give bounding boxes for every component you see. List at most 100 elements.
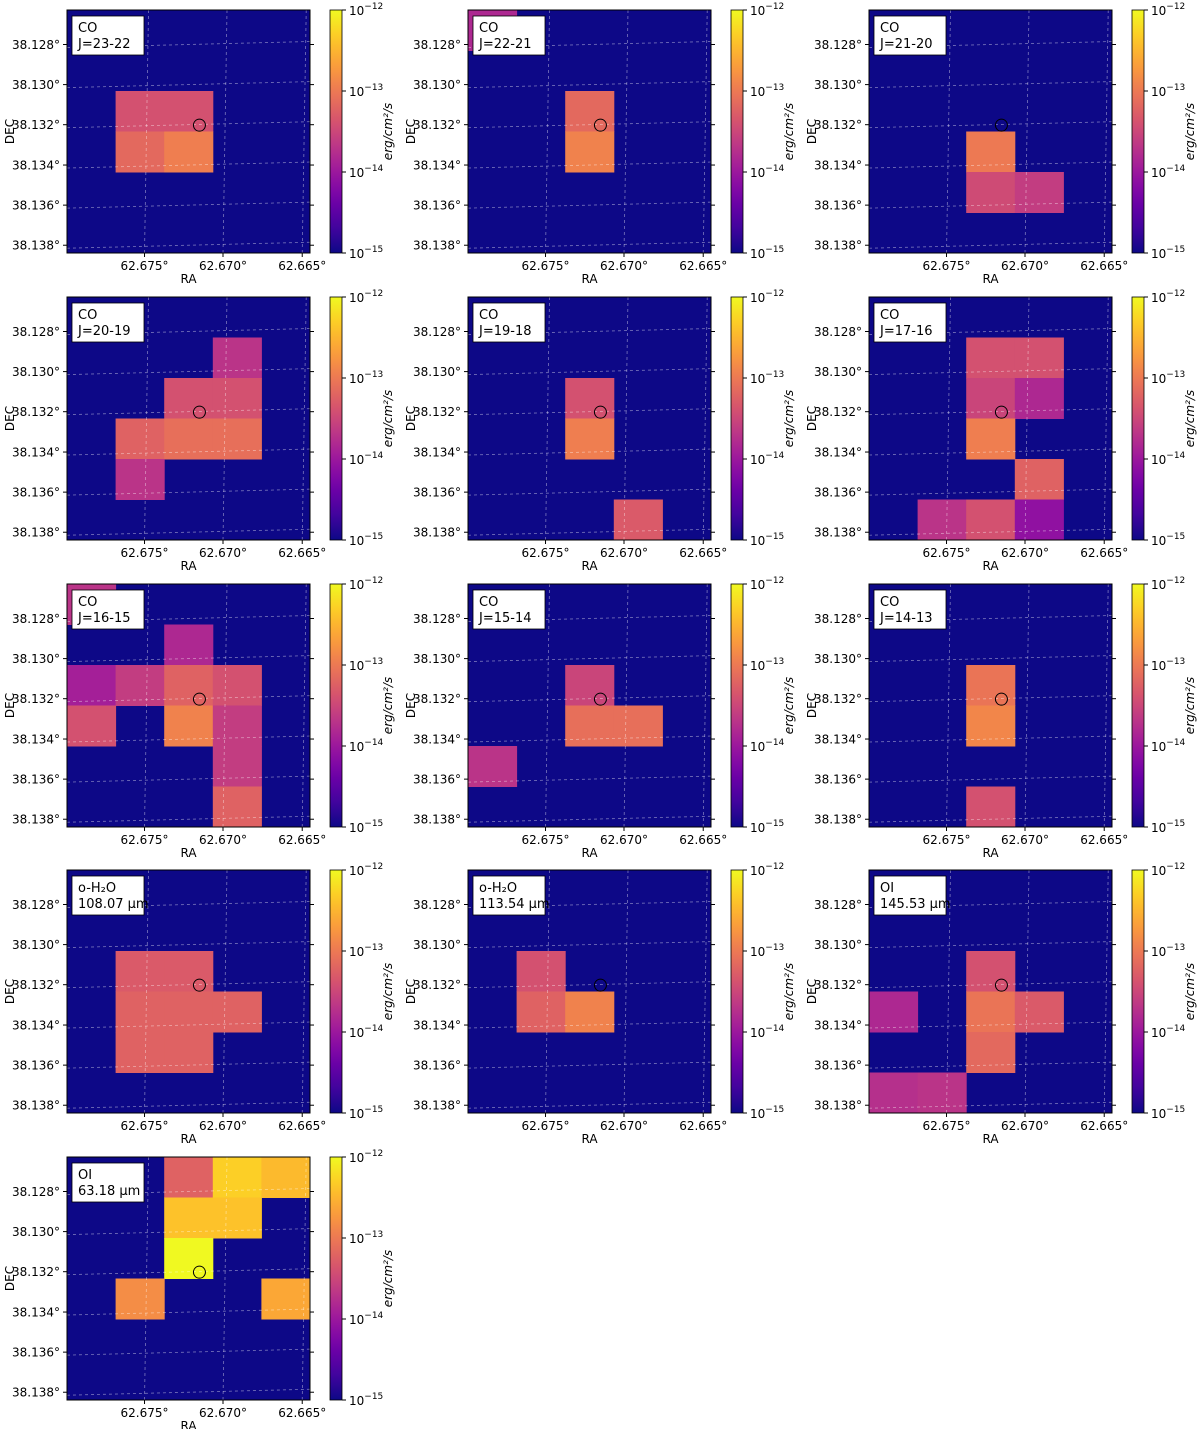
y-tick-label: 38.128°	[413, 898, 461, 912]
heatmap-cell	[869, 991, 919, 1033]
heatmap-cell	[212, 378, 262, 419]
panel-co-21-20: COJ=21-20 38.128° 38.130° 38.132° 38.134° 38.…	[805, 2, 1197, 286]
heatmap-cell	[164, 665, 214, 706]
colorbar-gradient	[730, 583, 744, 828]
x-tick-label: 62.665°	[278, 1406, 326, 1420]
x-tick-label: 62.670°	[1001, 259, 1049, 273]
plot-frame	[66, 869, 311, 1114]
x-tick-label: 62.670°	[1001, 546, 1049, 560]
heatmap-cells	[115, 91, 214, 173]
heatmap-cell	[966, 786, 1016, 827]
colorbar-tick-base: 10	[750, 4, 765, 18]
y-tick-label: 38.138°	[814, 239, 862, 253]
plot-frame	[467, 9, 712, 254]
heatmap-cell	[966, 1032, 1016, 1073]
x-axis-label: RA	[581, 559, 598, 573]
y-axis-label: DEC	[805, 693, 819, 718]
target-marker	[192, 692, 206, 706]
x-axis-label: RA	[180, 272, 197, 286]
x-tick-label: 62.670°	[199, 1119, 247, 1133]
heatmap-cells	[966, 665, 1016, 827]
y-tick-label: 38.136°	[12, 1346, 60, 1360]
colorbar-tick-exp: −12	[364, 2, 383, 12]
y-tick-label: 38.132°	[12, 405, 60, 419]
colorbar-tick-label: 10−14	[750, 1024, 785, 1040]
x-tick-label: 62.670°	[1001, 1119, 1049, 1133]
colorbar-tick-base: 10	[1151, 4, 1166, 18]
heatmap-cells	[115, 337, 262, 500]
x-tick-label: 62.665°	[679, 1119, 727, 1133]
colorbar-tick-base: 10	[1151, 166, 1166, 180]
plot-frame	[868, 869, 1113, 1114]
label-transition: J=14-13	[879, 611, 933, 626]
plot-frame	[868, 583, 1113, 828]
label-species: CO	[78, 308, 97, 323]
y-tick-label: 38.132°	[12, 1265, 60, 1279]
colorbar-tick-exp: −13	[765, 83, 784, 93]
panel-label: COJ=22-21	[472, 15, 546, 56]
grid-lines	[468, 10, 711, 253]
y-tick-label: 38.132°	[12, 692, 60, 706]
y-tick-label: 38.128°	[413, 612, 461, 626]
label-transition: J=15-14	[478, 611, 532, 626]
heatmap-cell	[212, 418, 262, 460]
heatmap-cells	[966, 131, 1064, 213]
heatmap-cells	[516, 951, 615, 1033]
y-tick-label: 38.134°	[814, 1019, 862, 1033]
colorbar-tick-base: 10	[1151, 372, 1166, 386]
colorbar-tick-label: 10−14	[1151, 1024, 1186, 1040]
colorbar-tick-exp: −15	[1166, 532, 1185, 542]
colorbar-tick-label: 10−12	[750, 862, 784, 878]
x-tick-label: 62.670°	[600, 833, 648, 847]
colorbar-tick-label: 10−14	[1151, 164, 1186, 180]
y-axis-label: DEC	[404, 693, 418, 718]
heatmap-cell	[565, 418, 615, 460]
label-species: o-H₂O	[78, 881, 116, 896]
grid-lines	[67, 10, 310, 253]
colorbar-tick-base: 10	[750, 534, 765, 548]
label-box	[873, 875, 947, 916]
y-tick-label: 38.128°	[12, 38, 60, 52]
colorbar-tick-base: 10	[349, 4, 364, 18]
heatmap-cell	[966, 337, 1016, 379]
x-tick-label: 62.665°	[278, 546, 326, 560]
heatmap-cell	[115, 1032, 165, 1073]
y-axis-label: DEC	[805, 119, 819, 144]
colorbar-tick-exp: −13	[364, 657, 383, 667]
label-transition: J=20-19	[77, 324, 131, 339]
y-tick-label: 38.136°	[814, 199, 862, 213]
colorbar-tick-exp: −14	[364, 738, 383, 748]
colorbar-tick-base: 10	[349, 1232, 364, 1246]
colorbar-tick-label: 10−12	[349, 2, 383, 18]
heatmap-cells	[917, 337, 1064, 540]
colorbar-tick-base: 10	[349, 1107, 364, 1121]
y-axis-label: DEC	[3, 406, 17, 431]
y-tick-label: 38.136°	[12, 486, 60, 500]
x-tick-label: 62.675°	[923, 546, 971, 560]
colorbar-tick-exp: −15	[1166, 245, 1185, 255]
label-box	[873, 589, 947, 630]
heatmap-cell	[468, 746, 518, 787]
colorbar-tick-base: 10	[349, 1313, 364, 1327]
target-marker	[192, 978, 206, 992]
x-tick-label: 62.670°	[600, 1119, 648, 1133]
colorbar-tick-label: 10−13	[750, 370, 784, 386]
grid-lines	[67, 1157, 310, 1400]
label-species: CO	[78, 21, 97, 36]
colorbar-tick-exp: −13	[364, 943, 383, 953]
x-tick-label: 62.675°	[121, 1119, 169, 1133]
label-transition: J=22-21	[478, 37, 532, 52]
y-tick-label: 38.136°	[413, 1059, 461, 1073]
colorbar-tick-base: 10	[750, 291, 765, 305]
panel-label: COJ=16-15	[71, 589, 145, 630]
y-tick-label: 38.138°	[413, 1099, 461, 1113]
x-tick-label: 62.675°	[121, 833, 169, 847]
